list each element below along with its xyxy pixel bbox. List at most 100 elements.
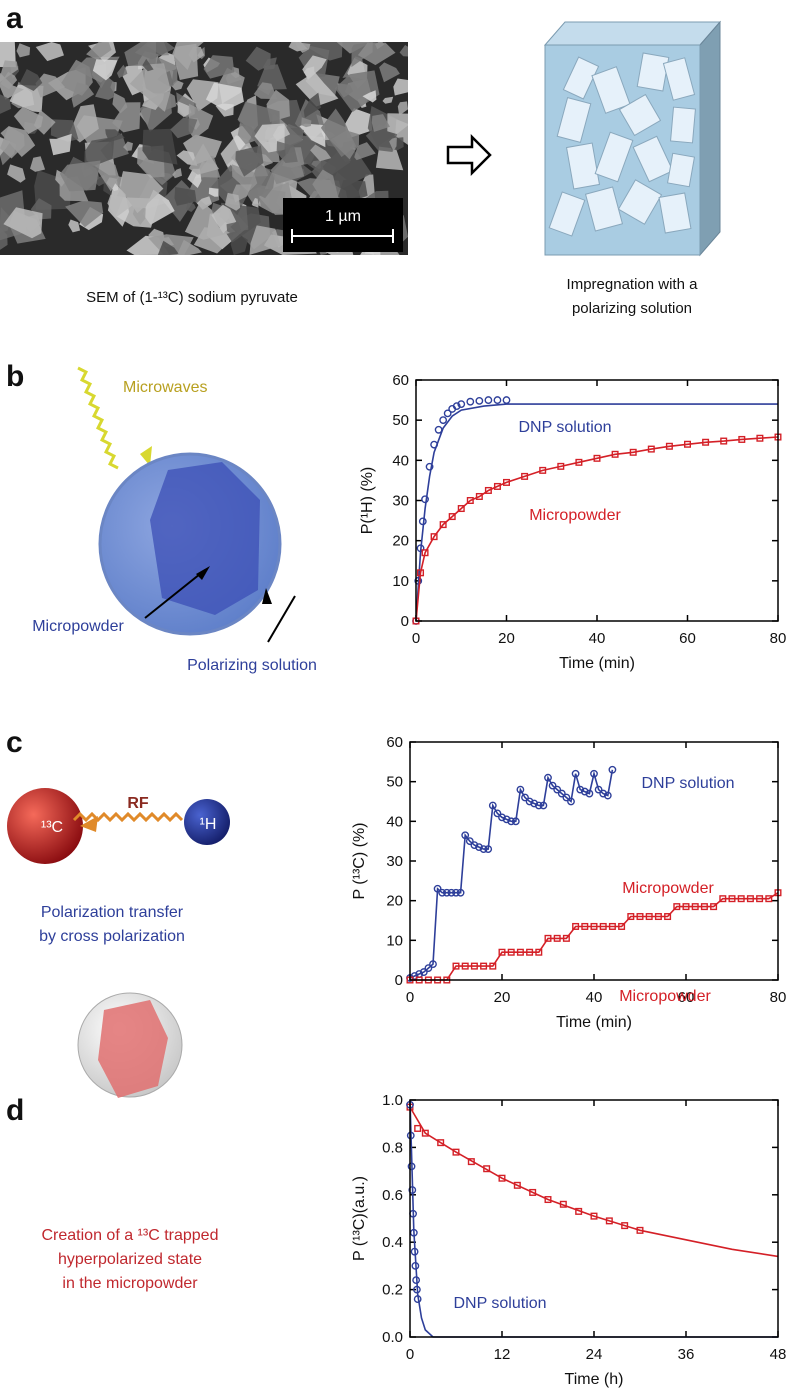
caption: hyperpolarized state	[58, 1251, 202, 1268]
data-point	[599, 789, 608, 798]
plot-frame	[409, 741, 779, 981]
sem-grain	[251, 198, 259, 208]
data-point	[443, 409, 452, 418]
data-point	[424, 964, 433, 972]
x-axis-label: Time (min)	[556, 1014, 632, 1031]
data-point	[636, 913, 644, 921]
data-point	[535, 948, 543, 956]
microwave-wave	[77, 366, 119, 470]
y-tick-label: 0	[401, 613, 409, 630]
panel-label: c	[6, 726, 23, 759]
data-point	[502, 396, 511, 404]
micropowder-label: Micropowder	[32, 618, 124, 635]
arrow-head	[196, 566, 210, 580]
panel-label: d	[6, 1094, 24, 1127]
data-point	[702, 438, 710, 446]
sem-grain	[188, 103, 214, 140]
y-tick-label: 0.0	[382, 1329, 403, 1346]
data-point	[581, 922, 589, 930]
plot-frame	[415, 379, 779, 622]
data-point	[525, 797, 534, 806]
data-point	[627, 913, 635, 921]
data-point	[665, 442, 673, 450]
data-point	[452, 1148, 460, 1156]
microwaves-label: Microwaves	[123, 379, 207, 396]
data-point	[503, 478, 511, 486]
y-tick-label: 30	[392, 493, 409, 510]
data-point	[498, 1174, 506, 1182]
data-point	[682, 903, 690, 911]
sem-grain	[69, 104, 99, 143]
y-tick-label: 40	[386, 813, 403, 830]
series-line	[409, 1106, 779, 1258]
data-point	[647, 445, 655, 453]
sem-grain	[249, 225, 281, 255]
x-tick-label: 60	[678, 989, 695, 1006]
data-point	[575, 458, 583, 466]
polarizing-solution-label: Polarizing solution	[187, 657, 317, 674]
sem-grain	[334, 70, 380, 113]
data-point	[611, 450, 619, 458]
pointer	[144, 569, 206, 619]
y-axis-label: P(¹H) (%)	[359, 467, 376, 535]
sem-grain	[30, 156, 46, 172]
series-line	[415, 436, 779, 622]
sem-grain	[235, 145, 264, 177]
caption: SEM of (1-¹³C) sodium pyruvate	[86, 289, 298, 306]
sem-grain	[0, 42, 16, 68]
data-point	[465, 837, 474, 846]
data-point	[594, 785, 603, 794]
plot-frame	[409, 1099, 779, 1338]
data-point	[603, 791, 612, 800]
panel-label: b	[6, 360, 24, 393]
rf-label: RF	[127, 795, 149, 812]
crystal	[98, 1000, 168, 1098]
data-point	[457, 400, 466, 408]
data-point	[684, 440, 692, 448]
x-tick-label: 20	[498, 630, 515, 647]
data-point	[719, 895, 727, 903]
carbon-label: ¹³C	[41, 819, 63, 836]
sem-grain	[16, 43, 31, 58]
sem-grain	[172, 42, 204, 70]
sem-grain	[362, 90, 377, 103]
data-point	[645, 913, 653, 921]
sem-grain	[188, 143, 220, 175]
caption: in the micropowder	[62, 1275, 198, 1292]
data-point	[452, 402, 461, 411]
y-tick-label: 20	[392, 533, 409, 550]
sem-grain	[208, 187, 219, 197]
sem-grain	[119, 171, 164, 214]
sem-grain	[330, 130, 360, 160]
data-point	[534, 801, 543, 810]
sem-grain	[105, 129, 125, 143]
data-point	[430, 533, 438, 541]
data-point	[526, 948, 534, 956]
data-point	[488, 801, 497, 810]
data-point	[493, 482, 501, 490]
caption: Creation of a ¹³C trapped	[42, 1227, 219, 1244]
x-tick-label: 0	[412, 630, 420, 647]
data-point	[539, 801, 548, 810]
data-point	[756, 895, 764, 903]
sem-grain	[129, 63, 171, 112]
data-point	[580, 787, 589, 796]
x-tick-label: 40	[589, 630, 606, 647]
sem-grain	[97, 157, 119, 192]
y-tick-label: 60	[392, 372, 409, 389]
sem-grain	[310, 144, 332, 162]
sem-grain	[19, 69, 43, 91]
data-point	[421, 549, 429, 557]
proton-sphere	[184, 799, 230, 845]
data-point	[557, 789, 566, 798]
data-point	[439, 521, 447, 529]
data-point	[439, 416, 448, 425]
data-point	[599, 922, 607, 930]
series-line	[409, 769, 614, 979]
sem-grain	[13, 106, 44, 135]
data-point	[419, 968, 428, 976]
data-point	[475, 396, 484, 405]
y-axis-label: P (¹³C) (%)	[351, 822, 368, 899]
sem-grain	[393, 78, 408, 96]
y-tick-label: 50	[386, 774, 403, 791]
